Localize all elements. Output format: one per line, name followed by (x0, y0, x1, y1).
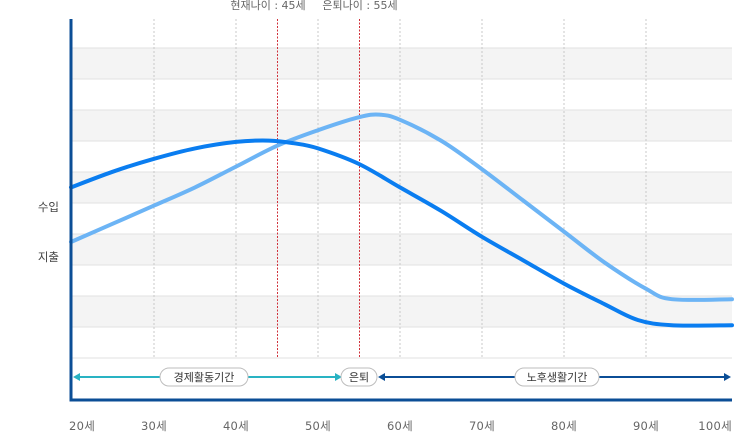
period-arrowhead (378, 373, 385, 381)
x-tick-label: 80세 (551, 419, 577, 432)
y-label-expense: 지출 (38, 250, 59, 264)
axes (69, 19, 732, 402)
grid-band (71, 110, 732, 141)
current-age-label: 현재나이 : 45세 (230, 0, 305, 12)
series-lines (69, 112, 734, 328)
x-tick-label: 90세 (633, 419, 659, 432)
period-bar (73, 367, 731, 387)
x-tick-label: 60세 (387, 419, 413, 432)
period-retirement-life-label: 노후생활기간 (527, 370, 588, 384)
period-retire-label: 은퇴 (349, 371, 369, 384)
grid-band (71, 48, 732, 79)
x-tick-label: 100세 (698, 419, 732, 432)
period-retirement-life-pill (514, 367, 600, 387)
period-economic-label: 경제활동기간 (174, 370, 235, 384)
grid-band (71, 234, 732, 265)
retire-age-label: 은퇴나이 : 55세 (322, 0, 397, 12)
x-tick-label: 40세 (223, 419, 249, 432)
period-arrowhead (724, 373, 731, 381)
period-arrowhead (73, 373, 80, 381)
x-tick-label: 20세 (69, 419, 95, 432)
x-tick-label: 70세 (469, 419, 495, 432)
x-tick-label: 30세 (141, 419, 167, 432)
series-line-income (69, 138, 734, 328)
period-economic-pill (159, 367, 249, 387)
grid (71, 19, 732, 359)
age-markers (277, 19, 360, 358)
period-arrowhead (335, 373, 342, 381)
x-tick-label: 50세 (305, 419, 331, 432)
grid-band (71, 296, 732, 327)
y-label-income: 수입 (38, 200, 59, 214)
period-retire-pill (340, 367, 378, 387)
series-line-expense (69, 112, 734, 302)
